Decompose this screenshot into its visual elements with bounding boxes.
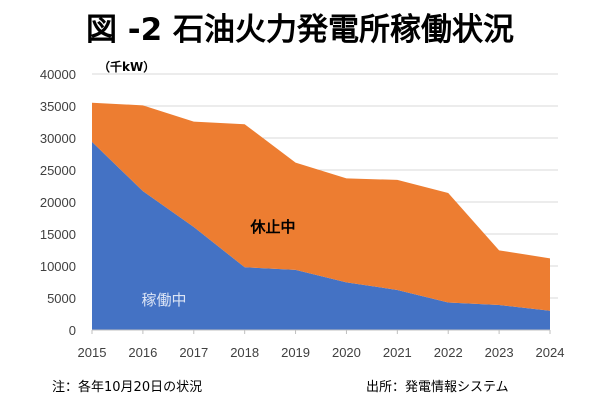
y-tick-label: 35000	[40, 99, 76, 114]
x-tick-label: 2022	[434, 345, 463, 360]
x-tick-label: 2019	[281, 345, 310, 360]
y-tick-label: 15000	[40, 227, 76, 242]
x-tick-label: 2020	[332, 345, 361, 360]
x-tick-label: 2017	[179, 345, 208, 360]
x-tick-label: 2021	[383, 345, 412, 360]
y-tick-label: 40000	[40, 67, 76, 82]
y-tick-label: 20000	[40, 195, 76, 210]
x-tick-label: 2018	[230, 345, 259, 360]
label-operating: 稼働中	[141, 291, 186, 309]
y-tick-label: 25000	[40, 163, 76, 178]
y-tick-label: 30000	[40, 131, 76, 146]
chart-title: 図 -2 石油火力発電所稼働状況	[85, 12, 515, 48]
y-tick-label: 0	[69, 323, 76, 338]
label-suspended: 休止中	[249, 218, 295, 236]
x-tick-label: 2024	[536, 345, 565, 360]
y-tick-label: 10000	[40, 259, 76, 274]
y-tick-label: 5000	[47, 291, 76, 306]
area-series-suspended	[92, 102, 550, 311]
y-axis-unit: （千kW）	[98, 60, 156, 74]
x-tick-label: 2015	[78, 345, 107, 360]
x-tick-label: 2023	[485, 345, 514, 360]
x-tick-label: 2016	[128, 345, 157, 360]
footnote: 注：各年10月20日の状況	[52, 380, 203, 395]
area-series-operating	[92, 141, 550, 330]
source-note: 出所：発電情報システム	[366, 380, 509, 395]
